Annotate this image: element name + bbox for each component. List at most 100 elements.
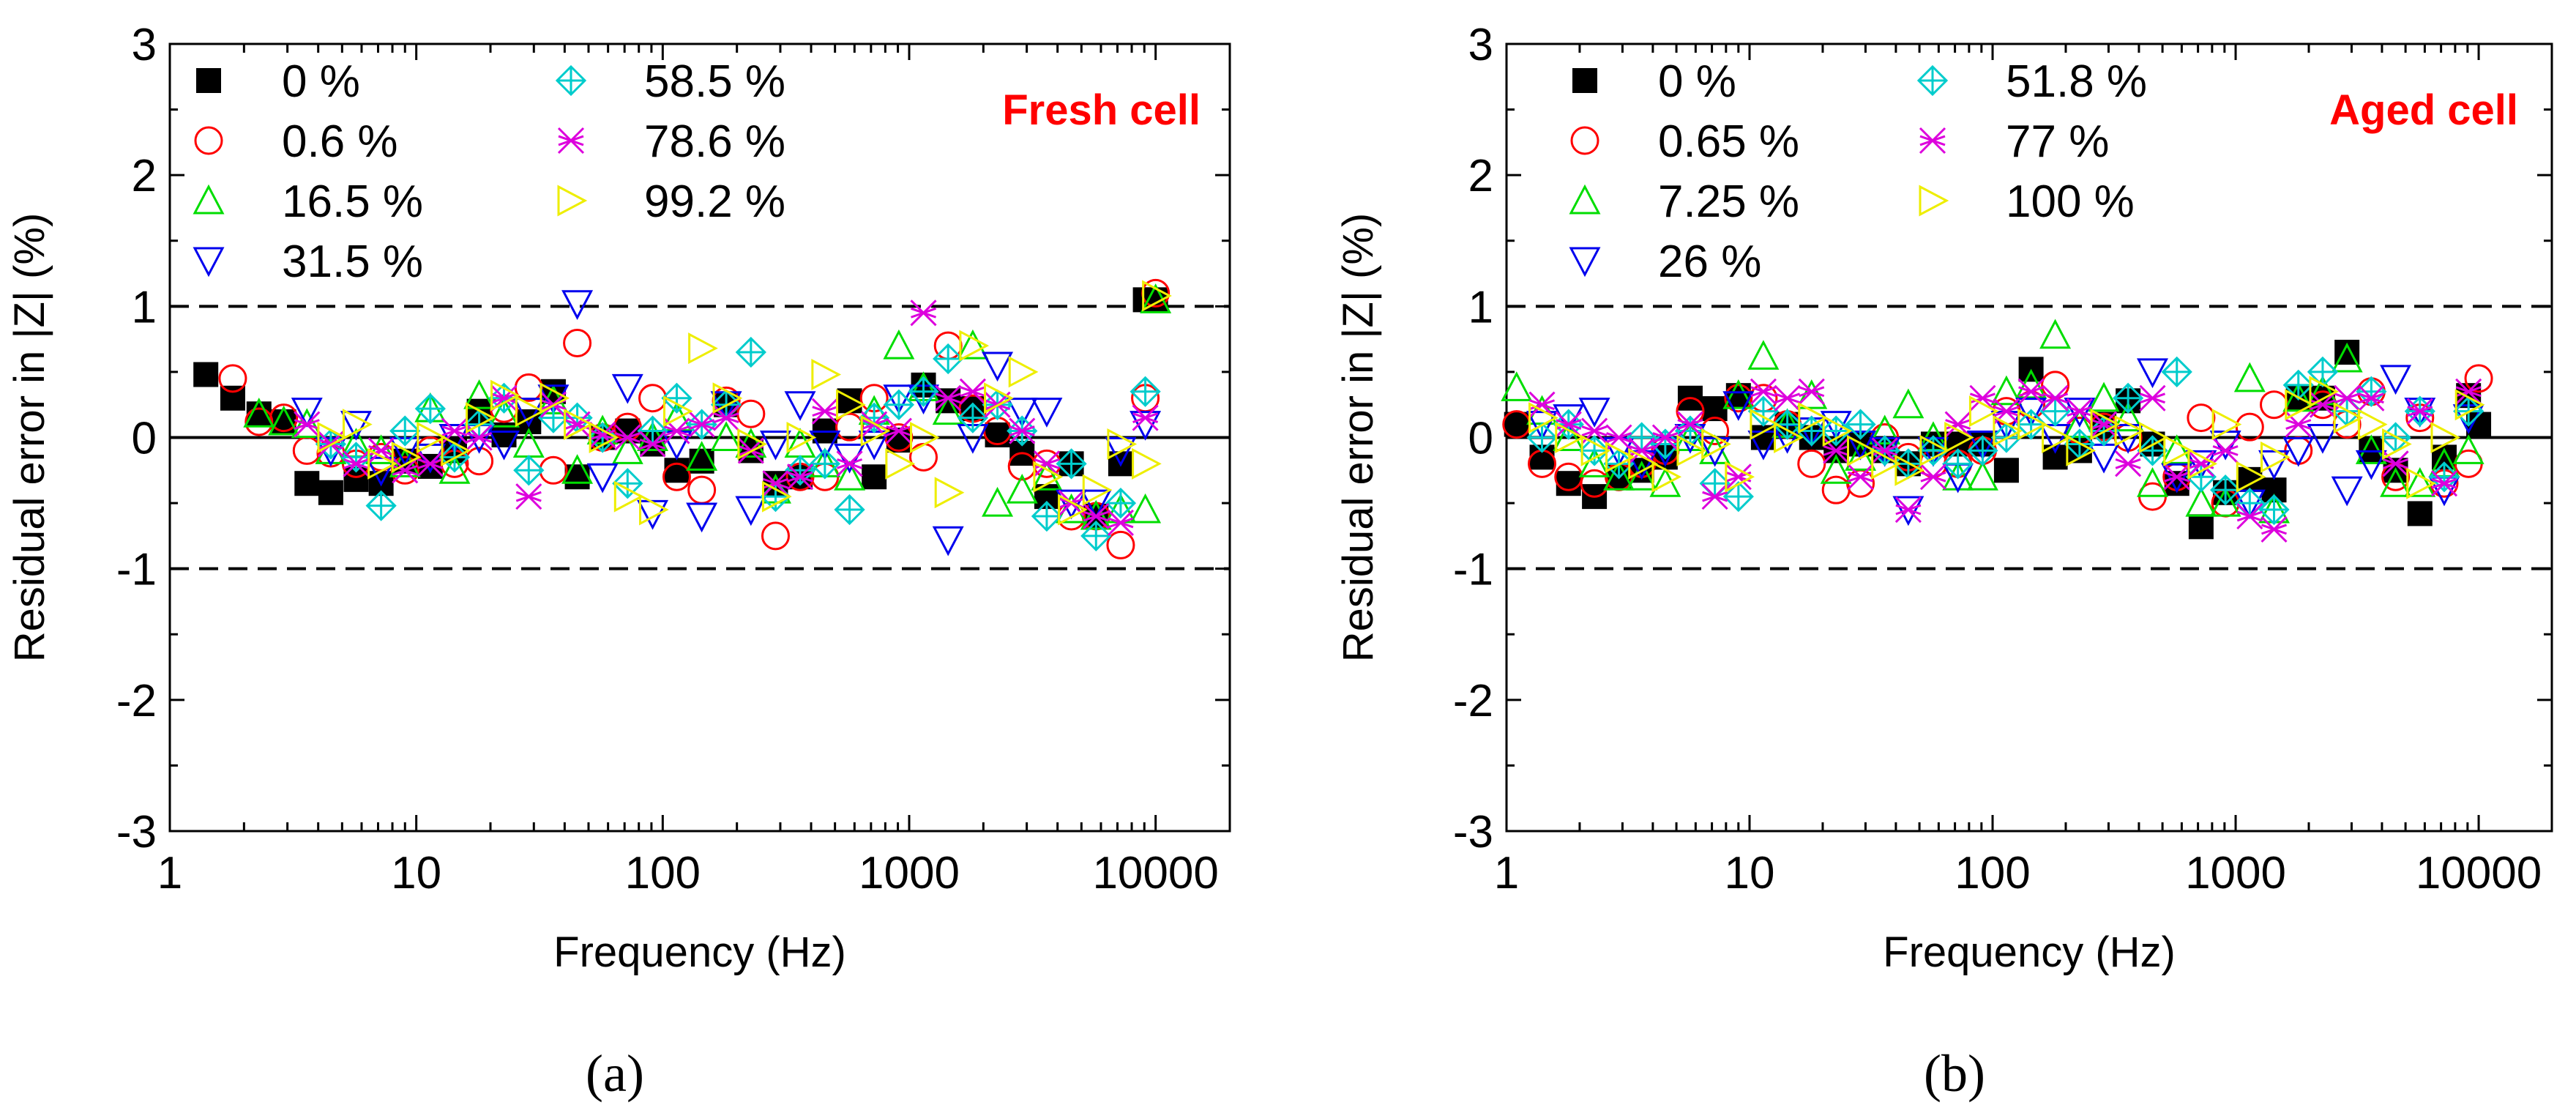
data-point — [2163, 464, 2190, 491]
series-6 — [1528, 378, 2482, 543]
data-point — [1892, 388, 1924, 419]
data-point — [2138, 422, 2169, 453]
data-point — [2211, 409, 2242, 441]
data-point — [1699, 436, 1731, 467]
y-axis-label: Residual error in |Z| (%) — [1334, 213, 1382, 663]
data-point — [932, 526, 964, 556]
data-point — [2066, 434, 2097, 466]
x-tick-label: 10000 — [1092, 848, 1218, 898]
y-tick-label: 0 — [132, 414, 157, 464]
data-point — [735, 496, 767, 526]
data-point — [1722, 391, 1755, 421]
data-point — [1008, 356, 1039, 388]
data-point — [365, 490, 397, 521]
data-point — [957, 402, 989, 433]
data-point — [1526, 422, 1558, 453]
x-tick-label: 1 — [157, 848, 182, 898]
data-point — [1578, 435, 1610, 466]
data-point — [1969, 384, 1996, 412]
data-point — [836, 450, 863, 477]
legend-label: 99.2 % — [644, 176, 785, 227]
data-point — [1083, 502, 1110, 530]
data-point — [885, 417, 912, 444]
data-point — [294, 411, 321, 438]
panel-b: -3 -2 -1 0 1 2 3 1 10 100 1000 10000 Frequency (Hz) R… — [1334, 20, 2553, 1103]
data-point — [786, 464, 814, 491]
data-point — [959, 378, 986, 405]
data-point — [784, 455, 816, 486]
data-point — [2285, 411, 2312, 438]
data-point — [2187, 403, 2216, 433]
data-point — [933, 343, 964, 375]
data-point — [2454, 389, 2485, 421]
data-point — [561, 290, 594, 320]
data-point — [2282, 381, 2315, 412]
data-point — [1107, 428, 1138, 460]
data-point — [1820, 454, 1852, 484]
data-point — [761, 521, 790, 551]
data-point — [417, 422, 447, 453]
data-point — [1750, 378, 1777, 405]
y-tick-label: -1 — [1453, 545, 1493, 595]
data-point — [1553, 421, 1585, 451]
data-point — [2236, 502, 2263, 530]
data-point — [1701, 428, 1731, 460]
data-point — [1676, 434, 1707, 466]
data-point — [1058, 494, 1088, 526]
data-point — [2404, 466, 2436, 497]
data-point — [1504, 412, 1529, 437]
x-tick-label: 1000 — [2185, 848, 2286, 898]
data-point — [490, 384, 518, 412]
data-point — [811, 359, 842, 390]
data-point — [391, 441, 422, 473]
data-point — [934, 477, 965, 509]
data-point — [957, 329, 989, 360]
data-point — [2455, 378, 2482, 405]
data-point — [860, 415, 891, 447]
data-point — [935, 384, 962, 412]
data-point — [2355, 450, 2387, 480]
data-point — [1871, 447, 1901, 480]
data-point — [389, 415, 421, 447]
data-point — [1031, 500, 1063, 532]
x-tick-label: 10000 — [2416, 848, 2542, 898]
y-tick-label: -2 — [1453, 676, 1493, 726]
data-point — [1107, 509, 1134, 537]
data-point — [2090, 411, 2118, 438]
data-point — [540, 382, 570, 414]
legend-label: 78.6 % — [644, 116, 785, 167]
data-point — [586, 463, 619, 494]
data-point — [193, 362, 219, 387]
data-point — [1993, 458, 2019, 483]
y-tick-label: -3 — [116, 807, 157, 857]
legend-label: 51.8 % — [2006, 56, 2147, 107]
data-point — [1031, 461, 1063, 491]
data-point — [737, 428, 768, 460]
data-point — [2209, 474, 2241, 506]
data-point — [660, 430, 692, 461]
data-point — [367, 447, 397, 480]
data-point — [1894, 454, 1925, 486]
data-point — [466, 424, 493, 451]
data-point — [1130, 411, 1162, 441]
data-point — [686, 502, 718, 533]
data-point — [1033, 450, 1060, 477]
data-point — [490, 379, 520, 412]
data-point — [1821, 415, 1852, 447]
data-point — [317, 422, 348, 453]
data-point — [2112, 424, 2144, 454]
data-point — [2064, 398, 2096, 428]
data-point — [784, 391, 816, 421]
data-point — [639, 494, 669, 526]
series-4 — [1526, 358, 2484, 526]
legend-label: 77 % — [2006, 116, 2109, 167]
data-point — [438, 454, 471, 484]
data-point — [2357, 409, 2388, 441]
data-point — [441, 417, 468, 444]
data-point — [2015, 409, 2047, 440]
y-tick-label: -3 — [1453, 807, 1493, 857]
data-point — [2115, 450, 2142, 477]
data-point — [2309, 376, 2340, 408]
y-tick-label: 0 — [1468, 414, 1493, 464]
data-point — [340, 411, 372, 441]
